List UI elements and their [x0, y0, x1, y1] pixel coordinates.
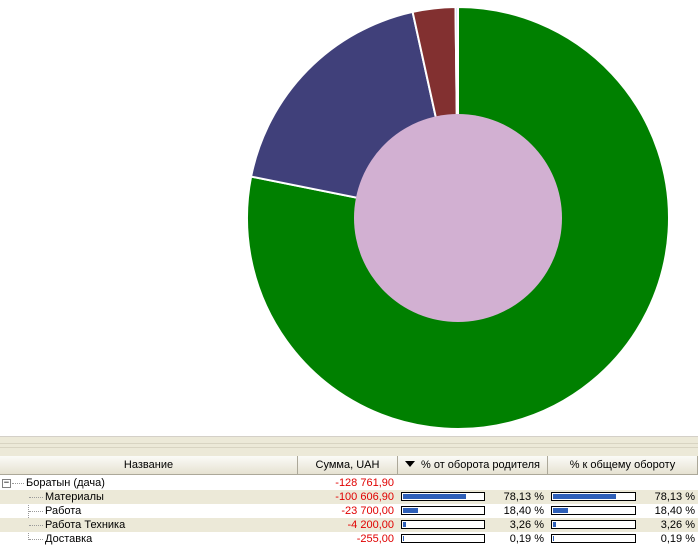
row-sum: -128 761,90: [335, 477, 394, 489]
data-grid: Название Сумма, UAH % от оборота родител…: [0, 456, 698, 550]
row-sum: -23 700,00: [341, 505, 394, 517]
pct-parent-bar: [401, 492, 485, 501]
chart-area: [246, 5, 670, 430]
splitter[interactable]: [0, 436, 698, 457]
tree-connector-vertical: [28, 492, 29, 540]
splitter-grip-line: [0, 447, 698, 448]
pct-parent-bar: [401, 520, 485, 529]
tree-connector: [29, 525, 43, 526]
table-row[interactable]: Работа -23 700,00 18,40 % 18,40 %: [0, 504, 698, 518]
donut-hole: [354, 114, 562, 322]
table-row[interactable]: Материалы -100 606,90 78,13 % 78,13 %: [0, 490, 698, 504]
pct-total-bar-fill: [553, 522, 556, 527]
table-row[interactable]: Доставка -255,00 0,19 % 0,19 %: [0, 532, 698, 546]
column-header-name[interactable]: Название: [0, 456, 298, 475]
tree-connector: [29, 539, 43, 540]
row-pct-total: 3,26 %: [660, 519, 695, 531]
pct-parent-bar-fill: [403, 508, 418, 513]
row-name: Доставка: [45, 533, 93, 545]
pct-total-bar-fill: [553, 494, 616, 499]
column-header-sum[interactable]: Сумма, UAH: [298, 456, 398, 475]
table-row[interactable]: Работа Техника -4 200,00 3,26 % 3,26 %: [0, 518, 698, 532]
donut-chart: [246, 5, 670, 430]
row-sum: -255,00: [356, 533, 394, 545]
pct-parent-bar: [401, 506, 485, 515]
pct-total-bar-fill: [553, 536, 554, 541]
column-header-pct-total-label: % к общему обороту: [569, 459, 676, 471]
column-header-pct-parent-label: % от оборота родителя: [420, 459, 541, 471]
pct-total-bar: [551, 506, 636, 515]
row-pct-total: 0,19 %: [660, 533, 695, 545]
row-name: Работа Техника: [45, 519, 126, 531]
tree-connector: [12, 483, 24, 484]
pct-parent-bar-fill: [403, 494, 466, 499]
splitter-grip-line: [0, 443, 698, 444]
column-header-name-label: Название: [123, 459, 174, 471]
pct-parent-bar-fill: [403, 522, 406, 527]
pct-total-bar: [551, 534, 636, 543]
pct-total-bar: [551, 492, 636, 501]
pct-parent-bar: [401, 534, 485, 543]
column-header-pct-parent[interactable]: % от оборота родителя: [398, 456, 548, 475]
row-pct-parent: 0,19 %: [509, 533, 544, 545]
column-header-pct-total[interactable]: % к общему обороту: [548, 456, 698, 475]
collapse-icon[interactable]: −: [2, 478, 11, 488]
pct-parent-bar-fill: [403, 536, 404, 541]
row-pct-parent: 78,13 %: [503, 491, 544, 503]
tree-connector: [29, 497, 43, 498]
row-name: Боратын (дача): [26, 477, 105, 489]
sort-desc-icon: [404, 461, 415, 468]
column-header-sum-label: Сумма, UAH: [315, 459, 380, 471]
row-sum: -100 606,90: [335, 491, 394, 503]
row-pct-parent: 18,40 %: [503, 505, 544, 517]
row-pct-parent: 3,26 %: [509, 519, 544, 531]
pct-total-bar: [551, 520, 636, 529]
row-name: Работа: [45, 505, 82, 517]
tree-connector: [29, 511, 43, 512]
row-pct-total: 78,13 %: [654, 491, 695, 503]
pct-total-bar-fill: [553, 508, 568, 513]
row-pct-total: 18,40 %: [654, 505, 695, 517]
row-sum: -4 200,00: [347, 519, 394, 531]
table-row-parent[interactable]: − Боратын (дача) -128 761,90: [0, 476, 698, 490]
row-name: Материалы: [45, 491, 104, 503]
